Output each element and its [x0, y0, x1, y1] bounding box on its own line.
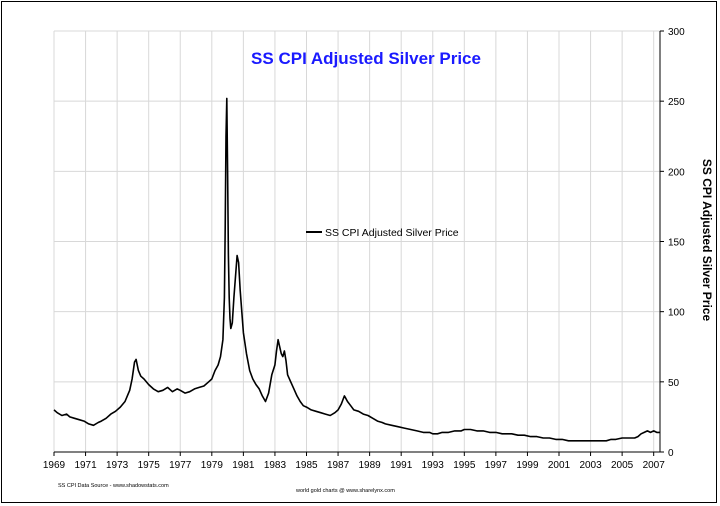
y-tick-label: 300 — [668, 27, 685, 38]
x-tick-label: 1985 — [295, 460, 318, 471]
y-tick-label: 250 — [668, 97, 685, 108]
footer-source: SS CPI Data Source - www.shadowstats.com — [58, 483, 169, 489]
x-tick-label: 2001 — [548, 460, 571, 471]
y-tick-label: 50 — [668, 378, 680, 389]
x-tick-label: 1993 — [422, 460, 445, 471]
x-tick-label: 2005 — [611, 460, 634, 471]
axes — [53, 30, 664, 456]
x-tick-label: 1995 — [453, 460, 476, 471]
x-tick-label: 1981 — [232, 460, 255, 471]
x-tick-label: 1971 — [74, 460, 97, 471]
footer-credit: world gold charts @ www.sharelynx.com — [295, 488, 395, 494]
legend-label: SS CPI Adjusted Silver Price — [325, 227, 459, 239]
x-tick-label: 1991 — [390, 460, 413, 471]
x-tick-label: 1975 — [138, 460, 161, 471]
y-tick-label: 100 — [668, 308, 685, 319]
x-tick-label: 1989 — [359, 460, 382, 471]
tick-labels: 1969 1971 1973 1975 1977 1979 1981 1983 1985 1987… — [43, 27, 685, 471]
chart-title: SS CPI Adjusted Silver Price — [251, 49, 481, 68]
y-tick-label: 0 — [668, 448, 674, 459]
y-axis-label: SS CPI Adjusted Silver Price — [700, 159, 714, 322]
series-layer — [53, 97, 660, 442]
x-tick-label: 1999 — [516, 460, 539, 471]
series-line-silver-price — [53, 97, 660, 442]
x-tick-label: 1969 — [43, 460, 66, 471]
gridlines — [53, 30, 660, 452]
x-tick-label: 1973 — [106, 460, 129, 471]
x-tick-label: 2003 — [579, 460, 602, 471]
x-tick-label: 2007 — [643, 460, 666, 471]
x-tick-label: 1983 — [264, 460, 287, 471]
y-tick-label: 150 — [668, 238, 685, 249]
legend: SS CPI Adjusted Silver Price — [306, 227, 459, 239]
x-tick-label: 1977 — [169, 460, 192, 471]
x-tick-label: 1987 — [327, 460, 350, 471]
x-tick-label: 1997 — [485, 460, 508, 471]
x-tick-label: 1979 — [201, 460, 224, 471]
y-tick-label: 200 — [668, 167, 685, 178]
